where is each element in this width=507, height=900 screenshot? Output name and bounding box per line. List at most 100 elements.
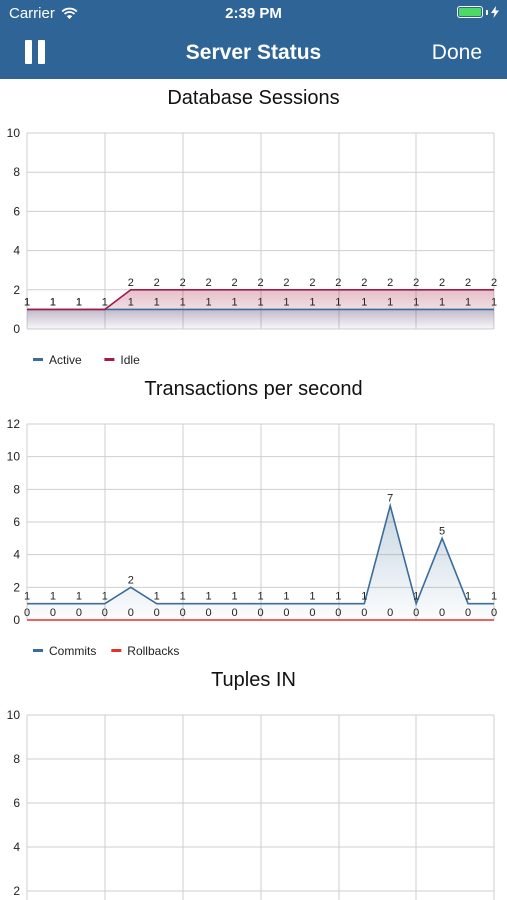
y-tick-label: 8: [13, 752, 20, 766]
data-label: 2: [491, 277, 497, 289]
data-label: 0: [231, 607, 237, 619]
y-tick-label: 2: [13, 580, 20, 594]
data-label: 1: [387, 296, 393, 308]
y-tick-label: 4: [13, 548, 20, 562]
legend-label-rollbacks: Rollbacks: [127, 644, 179, 658]
data-label: 1: [206, 296, 212, 308]
data-label: 7: [387, 493, 393, 505]
data-label: 1: [128, 296, 134, 308]
data-label: 2: [335, 277, 341, 289]
data-label: 2: [283, 277, 289, 289]
data-label: 1: [76, 296, 82, 308]
data-label: 0: [76, 607, 82, 619]
legend-label-active: Active: [49, 353, 82, 367]
data-label: 1: [257, 296, 263, 308]
carrier-label: Carrier: [9, 5, 55, 22]
data-label: 2: [309, 277, 315, 289]
legend-swatch-commits: [33, 649, 43, 652]
data-label: 0: [257, 607, 263, 619]
data-label: 1: [50, 296, 56, 308]
data-label: 0: [335, 607, 341, 619]
series-line-idle: [27, 289, 494, 311]
y-tick-label: 0: [13, 613, 20, 627]
data-label: 1: [491, 591, 497, 603]
data-label: 0: [154, 607, 160, 619]
y-tick-label: 2: [13, 884, 20, 898]
data-label: 1: [439, 296, 445, 308]
data-label: 2: [465, 277, 471, 289]
data-label: 1: [154, 591, 160, 603]
chart-title-database-sessions: Database Sessions: [167, 87, 340, 109]
status-time: 2:39 PM: [225, 5, 282, 22]
data-label: 2: [128, 574, 134, 586]
data-label: 1: [231, 296, 237, 308]
data-label: 0: [413, 607, 419, 619]
data-label: 1: [154, 296, 160, 308]
y-tick-label: 10: [7, 708, 21, 722]
data-label: 0: [180, 607, 186, 619]
data-label: 1: [24, 591, 30, 603]
legend-swatch-rollbacks: [111, 649, 122, 652]
data-label: 1: [180, 296, 186, 308]
legend-swatch-idle: [104, 358, 115, 361]
pause-button[interactable]: [24, 40, 46, 64]
data-label: 1: [102, 296, 108, 308]
data-label: 5: [439, 525, 445, 537]
data-label: 0: [361, 607, 367, 619]
y-tick-label: 6: [13, 204, 20, 218]
data-label: 1: [50, 591, 56, 603]
carrier-indicator: Carrier: [9, 5, 78, 22]
wifi-icon: [61, 7, 78, 19]
data-label: 1: [309, 591, 315, 603]
data-label: 1: [413, 296, 419, 308]
data-label: 0: [283, 607, 289, 619]
data-label: 1: [231, 591, 237, 603]
legend-swatch-active: [33, 358, 43, 361]
data-label: 1: [335, 296, 341, 308]
data-label: 1: [24, 296, 30, 308]
data-label: 0: [128, 607, 134, 619]
y-tick-label: 10: [7, 126, 21, 140]
y-tick-label: 8: [13, 482, 20, 496]
y-tick-label: 10: [7, 450, 21, 464]
data-label: 1: [491, 296, 497, 308]
data-label: 1: [309, 296, 315, 308]
charging-bolt-icon: [491, 6, 499, 18]
y-tick-label: 2: [13, 283, 20, 297]
y-tick-label: 6: [13, 796, 20, 810]
data-label: 1: [180, 591, 186, 603]
series-line-commits: [27, 502, 494, 607]
data-label: 1: [283, 591, 289, 603]
data-label: 1: [76, 296, 82, 308]
data-label: 0: [387, 607, 393, 619]
data-label: 0: [439, 607, 445, 619]
data-label: 2: [439, 277, 445, 289]
data-label: 0: [102, 607, 108, 619]
chart-title-transactions: Transactions per second: [144, 378, 363, 400]
data-label: 1: [335, 591, 341, 603]
done-button[interactable]: Done: [431, 41, 482, 64]
data-label: 0: [491, 607, 497, 619]
data-label: 1: [102, 591, 108, 603]
data-label: 2: [387, 277, 393, 289]
data-label: 0: [309, 607, 315, 619]
data-label: 1: [361, 591, 367, 603]
tuples-in-chart: 2 4 6 8 10: [7, 708, 495, 900]
data-label: 1: [413, 591, 419, 603]
y-tick-label: 0: [13, 322, 20, 336]
data-label: 2: [206, 277, 212, 289]
legend-label-commits: Commits: [49, 644, 96, 658]
data-label: 1: [50, 296, 56, 308]
y-tick-label: 4: [13, 244, 20, 258]
data-label: 1: [283, 296, 289, 308]
data-label: 2: [128, 277, 134, 289]
y-tick-label: 6: [13, 515, 20, 529]
data-label: 1: [361, 296, 367, 308]
chart-title-tuples-in: Tuples IN: [211, 669, 296, 691]
y-tick-label: 12: [7, 417, 21, 431]
data-label: 1: [465, 591, 471, 603]
data-label: 1: [24, 296, 30, 308]
status-bar: Carrier 2:39 PM: [0, 0, 507, 28]
